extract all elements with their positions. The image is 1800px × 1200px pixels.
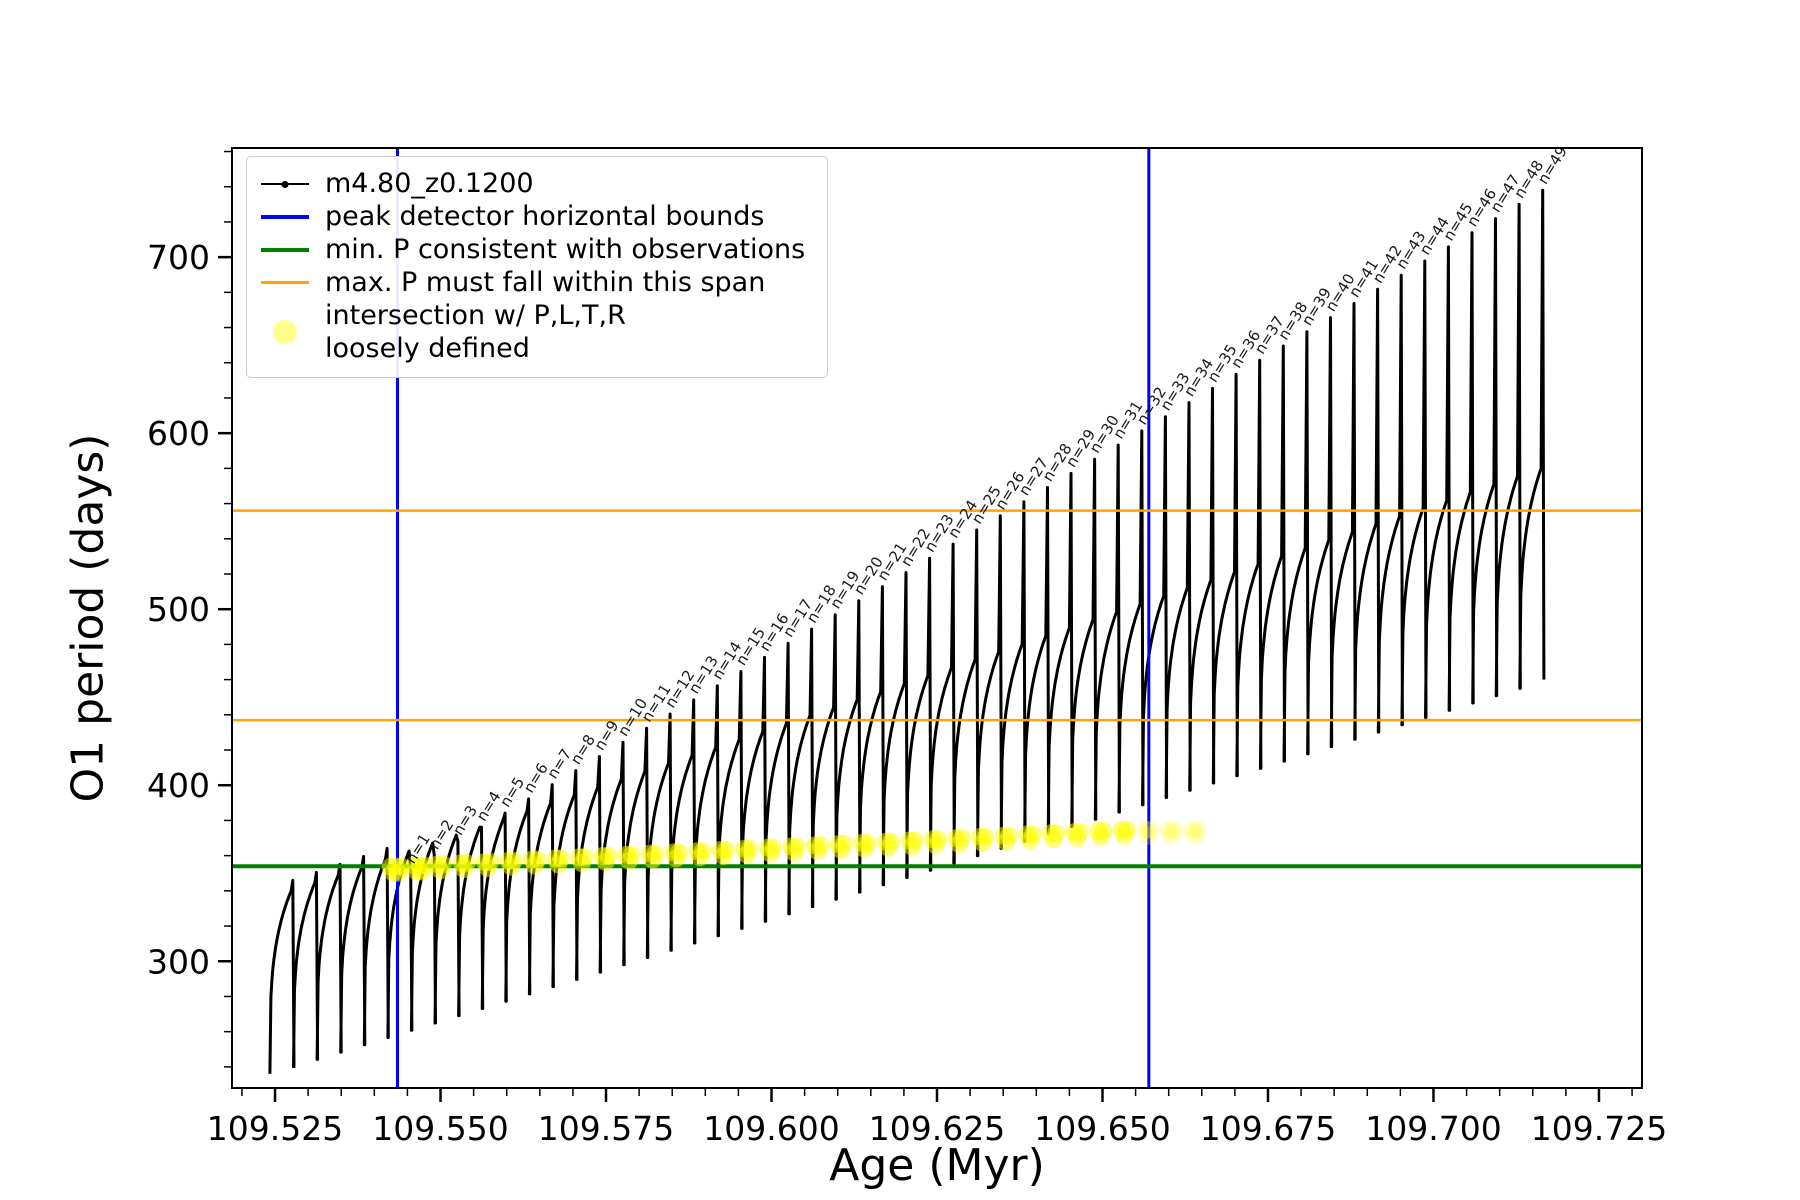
y-tick-label: 300 [147,942,210,981]
orange-line-swatch [261,281,309,284]
intersection-marker [1070,823,1089,842]
intersection-marker [858,833,877,852]
green-line-swatch [261,247,309,252]
intersection-marker [1188,820,1207,839]
intersection-marker [834,835,853,854]
yellow-circle-swatch [273,320,297,344]
legend-item-series: m4.80_z0.1200 [261,167,805,200]
x-tick-label: 109.675 [1200,1109,1336,1148]
intersection-marker [787,837,806,856]
intersection-marker [1136,820,1155,839]
intersection-marker [481,853,500,871]
intersection-marker [1117,820,1136,839]
series-pulse-train [268,188,1546,1074]
intersection-marker [717,841,735,859]
y-tick-label: 500 [147,590,210,629]
intersection-marker [392,857,411,876]
intersection-marker [1000,826,1018,845]
intersection-marker [504,851,523,870]
intersection-marker [976,827,995,846]
legend-item-peak-bounds: peak detector horizontal bounds [261,200,805,233]
intersection-marker [1138,826,1157,845]
intersection-marker [1159,820,1178,839]
intersection-marker [599,847,618,865]
y-tick-label: 600 [147,414,210,453]
x-tick-label: 109.650 [1034,1109,1170,1148]
legend-item-max-p: max. P must fall within this span [261,266,805,299]
x-tick-label: 109.700 [1365,1109,1501,1148]
intersection-marker [1141,820,1160,839]
x-tick-label: 109.725 [1531,1109,1667,1148]
y-tick-label: 400 [147,766,210,805]
legend-label-intersection-line2: loosely defined [325,333,530,364]
intersection-marker [693,842,712,861]
x-tick-label: 109.575 [538,1109,674,1148]
intersection-marker [552,849,570,868]
intersection-marker [575,848,594,867]
legend-item-min-p: min. P consistent with observations [261,233,805,266]
intersection-marker [415,856,434,875]
legend-label-max-p: max. P must fall within this span [325,267,766,298]
intersection-marker [646,844,665,863]
intersection-marker [952,829,971,848]
intersection-marker [1162,826,1181,845]
legend-item-intersection: intersection w/ P,L,T,R loosely defined [261,299,805,365]
intersection-marker [1183,820,1202,839]
blue-line-swatch [261,214,309,219]
legend-label-series: m4.80_z0.1200 [325,168,534,199]
intersection-marker [622,845,641,864]
intersection-marker [929,830,948,849]
x-tick-label: 109.550 [372,1109,508,1148]
legend-label-peak-bounds: peak detector horizontal bounds [325,201,765,232]
series-marker-dot [281,180,289,188]
intersection-marker [434,855,452,874]
intersection-marker [1023,825,1042,844]
intersection-marker [1165,820,1184,839]
intersection-marker [811,836,830,855]
x-tick-label: 109.525 [207,1109,343,1148]
y-axis-label: O1 period (days) [62,433,114,803]
legend: m4.80_z0.1200 peak detector horizontal b… [246,156,829,378]
series-line-swatch [261,180,309,188]
intersection-marker [1094,821,1113,840]
intersection-marker [882,832,901,851]
x-tick-label: 109.600 [703,1109,839,1148]
intersection-marker [1047,824,1066,843]
y-tick-label: 700 [147,238,210,277]
x-axis-label: Age (Myr) [829,1140,1045,1191]
legend-label-intersection-line1: intersection w/ P,L,T,R [325,300,626,331]
intersection-marker [905,831,924,850]
intersection-marker [740,839,759,858]
intersection-marker [1186,826,1205,845]
intersection-marker [764,838,783,857]
legend-label-min-p: min. P consistent with observations [325,234,806,265]
x-tick-label: 109.625 [869,1109,1005,1148]
intersection-marker [457,854,476,873]
intersection-marker [528,850,547,869]
legend-label-intersection: intersection w/ P,L,T,R loosely defined [325,299,626,365]
intersection-marker [669,843,688,862]
